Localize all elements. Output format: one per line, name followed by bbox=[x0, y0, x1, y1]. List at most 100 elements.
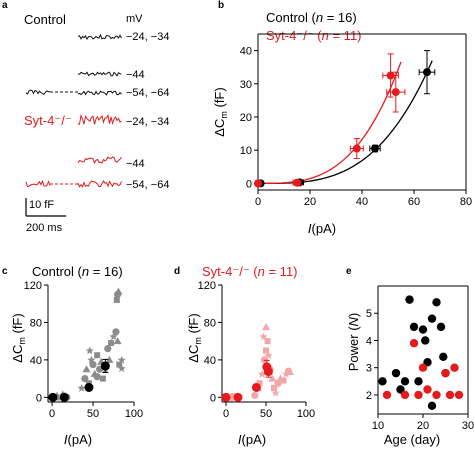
step-label-control-2: −44 bbox=[126, 69, 145, 81]
panel-c-axes: 0 50 100 0 40 80 120 bbox=[24, 280, 144, 420]
panel-d-mean-point bbox=[221, 392, 231, 402]
panel-c-cell-point bbox=[108, 340, 115, 347]
panel-c-y-tick-label: 80 bbox=[30, 317, 42, 329]
panel-d-axes: 0 50 100 0 40 80 120 bbox=[198, 280, 316, 420]
panel-e-xlabel: Age (day) bbox=[384, 432, 440, 447]
panel-d-mean-point bbox=[233, 392, 243, 402]
panel-e-ko-point bbox=[432, 390, 441, 400]
step-label-control-3: −54, −64 bbox=[126, 87, 169, 99]
panel-e-control-point bbox=[391, 368, 401, 378]
panel-e-control-point bbox=[436, 322, 446, 332]
panel-b-xlabel: I(pA) bbox=[308, 221, 336, 236]
panel-d-y-tick-label: 40 bbox=[204, 355, 216, 367]
panel-b-x-tick-label: 60 bbox=[408, 196, 420, 208]
panel-c-x-tick-label: 0 bbox=[49, 408, 55, 420]
panel-d-points bbox=[221, 323, 294, 402]
panel-c-mean-point bbox=[84, 382, 94, 392]
fit-curve-ko bbox=[258, 61, 402, 185]
panel-c-cell-point bbox=[104, 345, 112, 353]
panel-c-points bbox=[48, 287, 126, 402]
panel-d-xlabel: I(pA) bbox=[238, 432, 266, 447]
panel-e-control-point bbox=[400, 377, 410, 386]
legend-ko-entry: Syt-4⁻/⁻ (n = 11) bbox=[266, 28, 362, 43]
panel-b-axes: 0 20 40 60 80 0 10 20 30 40 bbox=[240, 33, 472, 208]
panel-d-cell-point bbox=[271, 388, 280, 397]
panel-c-ylabel: ΔCm (fF) bbox=[10, 313, 27, 362]
legend-control-entry: Control (n = 16) bbox=[266, 10, 357, 25]
panel-e-chart: e 10 20 30 2 3 4 5 Age (day) Power (N) bbox=[346, 266, 474, 447]
step-label-ko-2: −44 bbox=[126, 158, 145, 170]
panel-e-control-point bbox=[432, 298, 441, 307]
panel-d-cell-point bbox=[264, 351, 273, 360]
panel-d-cell-point bbox=[259, 332, 268, 341]
panel-c-cell-point bbox=[113, 337, 122, 345]
panel-c-cell-point bbox=[105, 355, 114, 363]
panel-b-ko-point bbox=[391, 88, 400, 97]
panel-d-cell-point bbox=[251, 391, 259, 400]
panel-c-y-tick-label: 120 bbox=[24, 280, 42, 292]
panel-e-control-point bbox=[378, 377, 387, 386]
panel-b-control-point bbox=[371, 144, 379, 153]
panel-c-y-tick-label: 0 bbox=[36, 392, 42, 404]
panel-b-y-tick-label: 30 bbox=[240, 79, 252, 91]
panel-d-cell-point bbox=[280, 377, 287, 384]
panel-b-x-tick-label: 80 bbox=[460, 196, 472, 208]
trace-control-step1 bbox=[77, 33, 122, 41]
panel-e-ko-point bbox=[450, 363, 459, 372]
panel-d-cell-point bbox=[264, 338, 271, 345]
panel-c-cell-point bbox=[112, 328, 120, 336]
panel-e-y-tick-label: 4 bbox=[366, 335, 372, 347]
panel-c-cell-point bbox=[116, 361, 123, 368]
panel-d-x-tick-label: 50 bbox=[260, 408, 272, 420]
panel-b-y-tick-label: 40 bbox=[240, 46, 252, 58]
panel-d-cell-point bbox=[256, 380, 263, 387]
panel-e-control-point bbox=[427, 401, 437, 411]
panel-d-y-tick-label: 80 bbox=[204, 317, 216, 329]
panel-e-y-tick-label: 3 bbox=[366, 363, 372, 375]
panel-d-cell-point bbox=[271, 384, 277, 391]
panel-e-x-tick-label: 20 bbox=[417, 420, 429, 432]
panel-label-b: b bbox=[218, 0, 224, 11]
panel-d-cell-point bbox=[262, 323, 270, 331]
panel-e-x-tick-label: 10 bbox=[372, 420, 384, 432]
panel-d-mean-point bbox=[251, 382, 261, 392]
panel-d-chart: d Syt-4⁻/⁻ (n = 11) 0 50 100 0 40 80 120 I(pA)… bbox=[174, 264, 315, 447]
trace-control-step3 bbox=[77, 90, 122, 96]
panel-e-control-point bbox=[421, 336, 430, 345]
step-label-ko-1: −24, −34 bbox=[126, 116, 169, 128]
mv-unit-label: mV bbox=[126, 13, 143, 25]
panel-c-cell-point bbox=[99, 375, 106, 382]
panel-label-e: e bbox=[346, 266, 352, 277]
panel-b-ylabel: ΔCm (fF) bbox=[212, 87, 229, 136]
panel-b-x-tick-label: 40 bbox=[356, 196, 368, 208]
panel-b-fit-curves bbox=[258, 60, 433, 185]
panel-c-cell-point bbox=[117, 355, 126, 364]
panel-b-control-point bbox=[423, 68, 431, 77]
panel-b-ko-point bbox=[293, 178, 301, 187]
control-label: Control bbox=[24, 12, 66, 27]
panel-c-cell-point bbox=[94, 352, 101, 359]
panel-a-traces: a Control mV −24, −34 −44 −54, −64 Syt-4… bbox=[2, 0, 169, 234]
panel-c-mean-point bbox=[100, 361, 110, 371]
panel-c-cell-point bbox=[82, 365, 91, 373]
trace-ko-step1 bbox=[77, 113, 122, 126]
scale-x-label: 200 ms bbox=[26, 222, 63, 234]
trace-layer bbox=[25, 33, 122, 188]
panel-b-chart: b Control (n = 16) Syt-4⁻/⁻ (n = 11) 0 20… bbox=[212, 0, 472, 236]
panel-d-title: Syt-4⁻/⁻ (n = 11) bbox=[202, 264, 298, 279]
panel-d-y-tick-label: 120 bbox=[198, 280, 216, 292]
step-label-control-1: −24, −34 bbox=[126, 31, 169, 43]
panel-c-cell-point bbox=[114, 287, 123, 295]
step-label-ko-3: −54, −64 bbox=[126, 179, 169, 191]
panel-e-ylabel: Power (N) bbox=[346, 313, 361, 372]
panel-d-cell-point bbox=[258, 369, 266, 378]
panel-b-y-tick-label: 20 bbox=[240, 112, 252, 124]
panel-d-ylabel: ΔCm (fF) bbox=[186, 313, 203, 362]
panel-label-d: d bbox=[174, 266, 180, 277]
panel-b-points bbox=[254, 50, 436, 188]
trace-ko-step3 bbox=[77, 180, 122, 188]
panel-c-mean-point bbox=[59, 392, 69, 402]
panel-e-control-point bbox=[418, 325, 428, 334]
panel-e-points bbox=[378, 295, 464, 411]
